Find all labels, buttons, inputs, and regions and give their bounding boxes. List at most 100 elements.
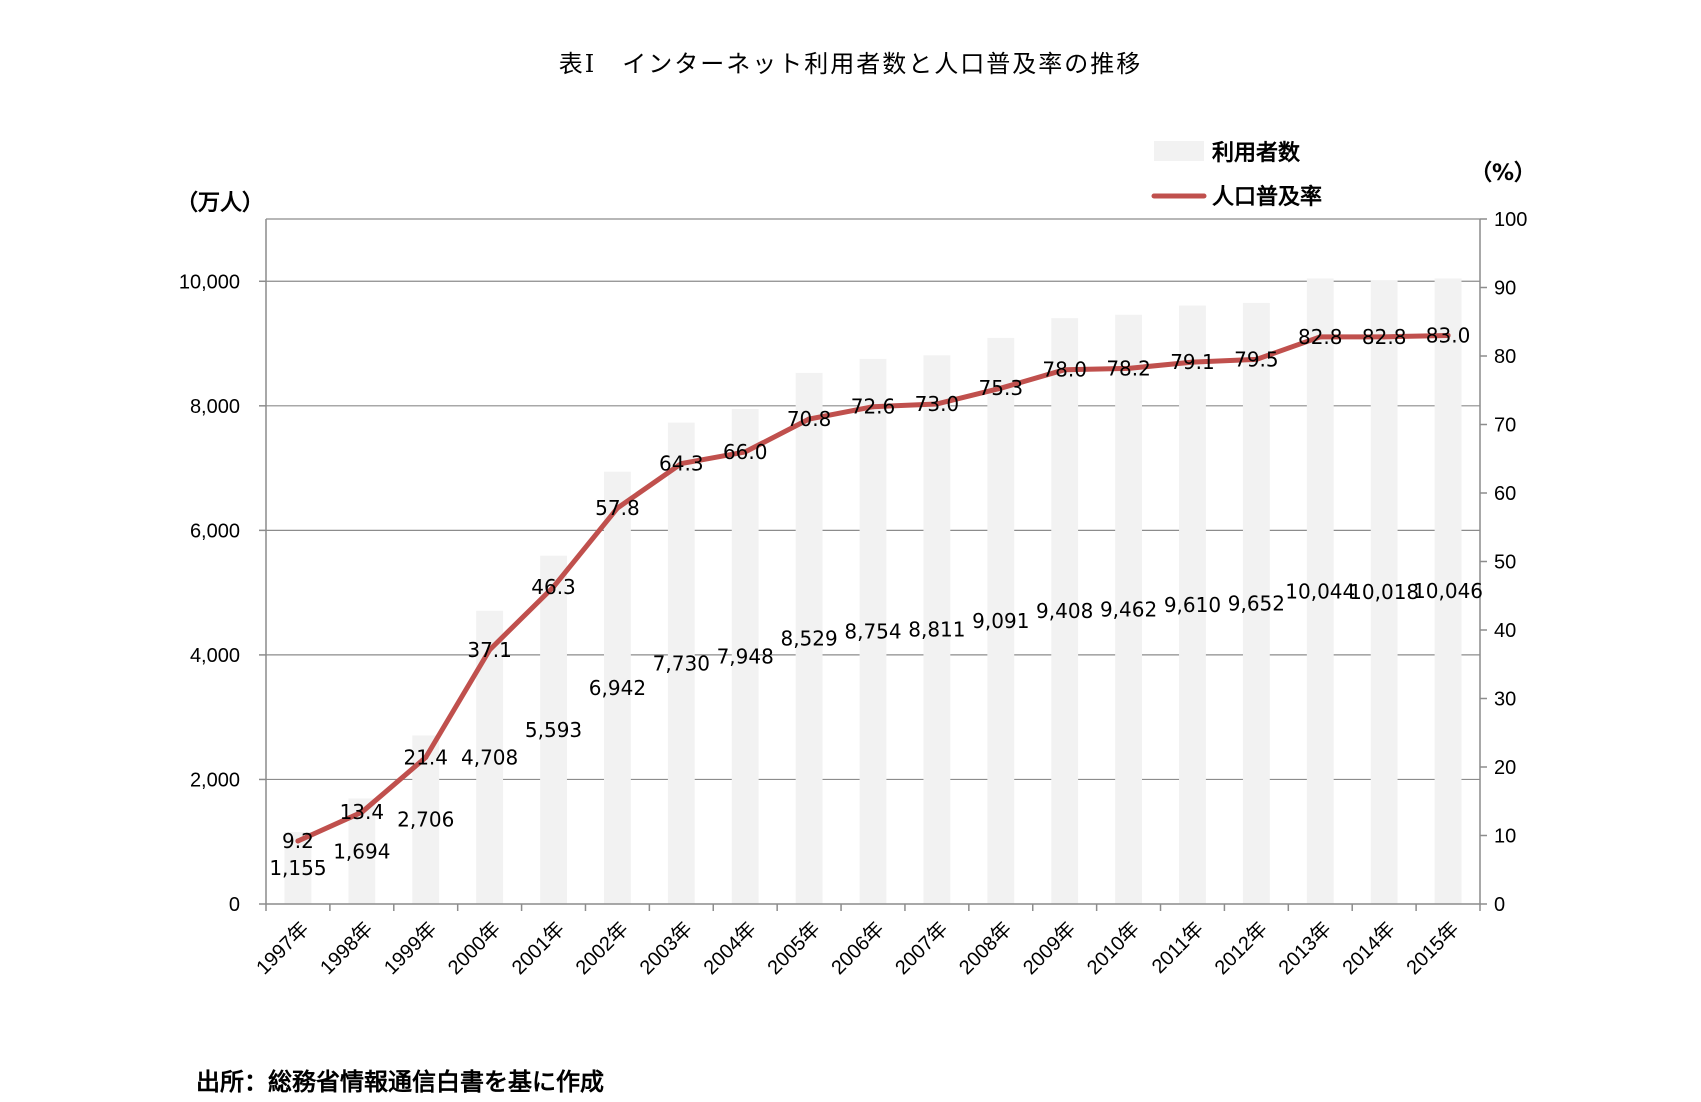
line-point [998,385,1004,391]
bar-data-label: 9,652 [1228,591,1285,615]
line-data-label: 79.1 [1170,350,1215,374]
bar-data-label: 6,942 [589,676,646,700]
legend-label-bar: 利用者数 [1212,140,1301,166]
line-data-label: 64.3 [659,452,704,476]
line-data-label: 9.2 [282,829,314,853]
line-point [614,505,620,511]
line-data-label: 37.1 [467,638,512,662]
bar [1051,318,1079,904]
line-point [678,461,684,467]
bar-data-label: 8,754 [844,619,901,643]
line-point [423,754,429,760]
y-left-tick-label: 10,000 [179,271,240,293]
y-right-tick-label: 20 [1494,757,1516,779]
bar-data-label: 8,529 [780,626,837,650]
line-point [934,401,940,407]
x-tick-label: 2009年 [1018,917,1080,979]
line-data-label: 13.4 [340,800,385,824]
line-data-label: 82.8 [1362,325,1407,349]
line-point [1381,334,1387,340]
bar-data-label: 1,694 [333,839,390,863]
y-right-tick-label: 0 [1494,894,1505,916]
line-data-label: 21.4 [403,745,448,769]
bar [1179,305,1206,904]
x-tick-label: 1999年 [379,917,441,979]
bar-data-label: 9,462 [1100,597,1157,621]
bar [731,409,759,904]
line-point [806,416,812,422]
bar [987,337,1015,904]
line-point [1317,334,1323,340]
line-point [1445,332,1451,338]
line-data-label: 75.3 [979,376,1024,400]
y-right-tick-label: 80 [1494,346,1516,368]
y-left-tick-label: 4,000 [190,645,240,667]
y-left-tick-label: 6,000 [190,520,240,542]
y-left-tick-label: 8,000 [190,396,240,418]
y-left-tick-label: 2,000 [190,769,240,791]
bar [1306,278,1334,904]
y-right-tick-label: 70 [1494,415,1516,437]
line-data-label: 83.0 [1426,323,1471,347]
bar [476,610,504,904]
x-tick-label: 2011年 [1147,917,1208,978]
line-data-label: 78.0 [1042,358,1087,382]
line-data-label: 79.5 [1234,347,1279,371]
line-point [295,838,301,844]
bar [540,555,567,904]
bar [284,832,312,904]
bar-data-label: 10,044 [1285,579,1355,603]
line-data-label: 78.2 [1106,356,1151,380]
line-data-label: 57.8 [595,496,640,520]
y-left-unit-label: （万人） [176,191,264,216]
legend-swatch-bar [1154,141,1204,161]
bar-data-label: 2,706 [397,808,454,832]
bar-data-label: 9,610 [1164,593,1221,617]
y-left-tick-label: 0 [229,894,240,916]
source-note: 出所：総務省情報通信白書を基に作成 [196,1068,604,1096]
bar [923,355,951,904]
bar [667,422,695,904]
bar [1115,314,1142,904]
line-data-label: 46.3 [531,575,576,599]
line-data-label: 66.0 [723,440,768,464]
line-point [1126,365,1132,371]
x-tick-label: 1998年 [316,917,378,979]
y-right-tick-label: 50 [1494,552,1516,574]
x-tick-label: 2005年 [763,917,825,979]
line-point [487,647,493,653]
data-labels: 9.2 13.4 21.4 37.1 46.3 57.8 64.3 66.0 70.8 72.6 7… [269,323,1483,880]
y-right-tick-label: 40 [1494,620,1516,642]
bar-data-label: 8,811 [908,618,965,642]
line-data-label: 82.8 [1298,325,1343,349]
line-point [1253,356,1259,362]
y-right-tick-label: 10 [1494,826,1516,848]
bar [604,471,631,904]
bar [1370,280,1398,904]
bar-data-label: 7,948 [717,645,774,669]
line-data-label: 70.8 [787,407,832,431]
x-tick-label: 2015年 [1402,917,1464,979]
legend: 利用者数 人口普及率 [1151,140,1322,210]
line-point [742,449,748,455]
line-data-label: 73.0 [915,392,960,416]
y-right-tick-label: 90 [1494,278,1516,300]
line-data-label: 72.6 [851,395,896,419]
line-point [870,404,876,410]
bar-data-label: 10,046 [1413,579,1483,603]
x-tick-label: 2014年 [1338,917,1400,979]
bar-data-label: 10,018 [1349,580,1419,604]
x-tick-label: 2000年 [443,917,505,979]
bar-data-label: 9,091 [972,609,1029,633]
x-tick-label: 2010年 [1082,917,1144,979]
x-tick-label: 2013年 [1274,917,1336,979]
x-tick-label: 2006年 [827,917,889,979]
bar-data-label: 5,593 [525,718,582,742]
x-tick-label: 2001年 [507,917,569,979]
y-right-tick-label: 100 [1494,209,1527,231]
page-title: 表Ⅰ インターネット利用者数と人口普及率の推移 [558,50,1143,78]
line-point [1062,367,1068,373]
x-tick-label: 2008年 [954,917,1016,979]
y-right-unit-label: （%） [1470,161,1536,186]
